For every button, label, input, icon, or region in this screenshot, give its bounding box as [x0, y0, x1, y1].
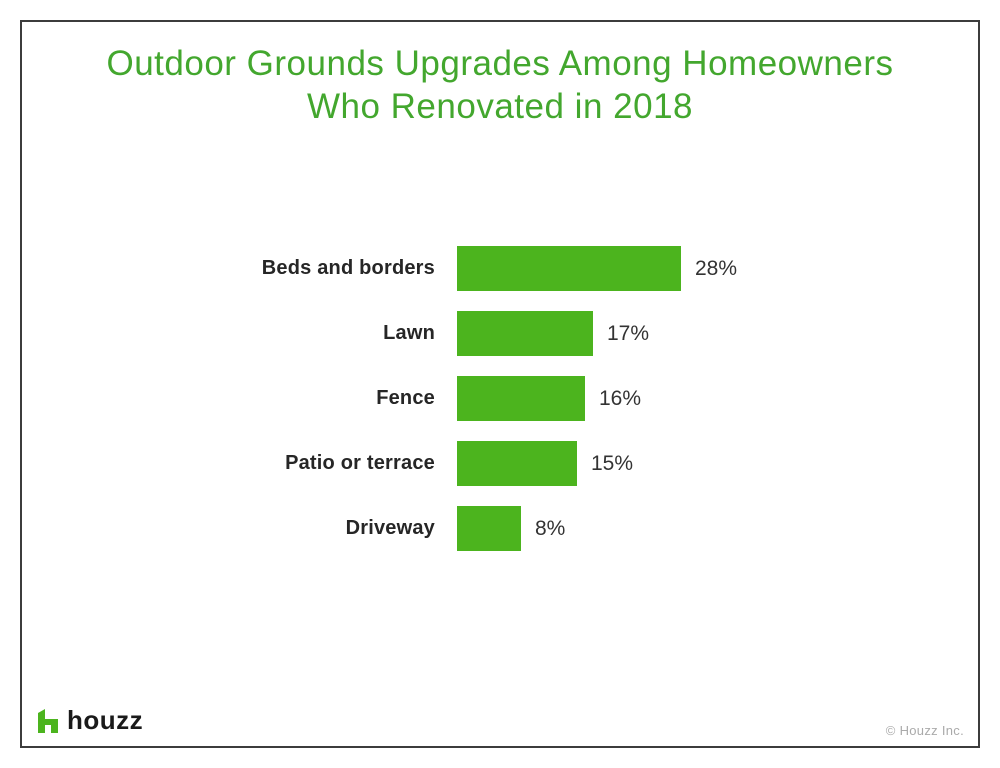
houzz-logo-text: houzz	[67, 705, 144, 735]
chart-title-line2: Who Renovated in 2018	[306, 87, 694, 126]
bar-row: Lawn 17%	[22, 311, 978, 356]
chart-title: Outdoor Grounds Upgrades Among Homeowner…	[22, 42, 978, 128]
bar-value: 28%	[695, 256, 738, 280]
bar-value: 8%	[535, 516, 566, 540]
bar-row: Beds and borders 28%	[22, 246, 978, 291]
bar-value: 15%	[591, 451, 634, 475]
bar	[457, 376, 585, 421]
houzz-house-icon	[38, 708, 58, 733]
infographic-card: Outdoor Grounds Upgrades Among Homeowner…	[20, 20, 980, 748]
bar-row: Fence 16%	[22, 376, 978, 421]
bar-row: Driveway 8%	[22, 506, 978, 551]
bar-label: Lawn	[383, 322, 435, 344]
bar-label: Patio or terrace	[285, 452, 435, 474]
bar-label: Fence	[376, 387, 435, 409]
bar-value: 17%	[607, 321, 650, 345]
chart-title-line1: Outdoor Grounds Upgrades Among Homeowner…	[106, 44, 894, 83]
houzz-logo: houzz	[36, 705, 143, 736]
bar	[457, 311, 593, 356]
bar	[457, 506, 521, 551]
bar	[457, 246, 681, 291]
bar-value: 16%	[599, 386, 642, 410]
bar-label: Driveway	[345, 517, 435, 539]
bar-row: Patio or terrace 15%	[22, 441, 978, 486]
bar-chart: Beds and borders 28% Lawn 17% Fence 16% Patio …	[22, 246, 978, 551]
copyright-text: © Houzz Inc.	[885, 723, 964, 738]
bar-label: Beds and borders	[261, 257, 435, 279]
bar	[457, 441, 577, 486]
